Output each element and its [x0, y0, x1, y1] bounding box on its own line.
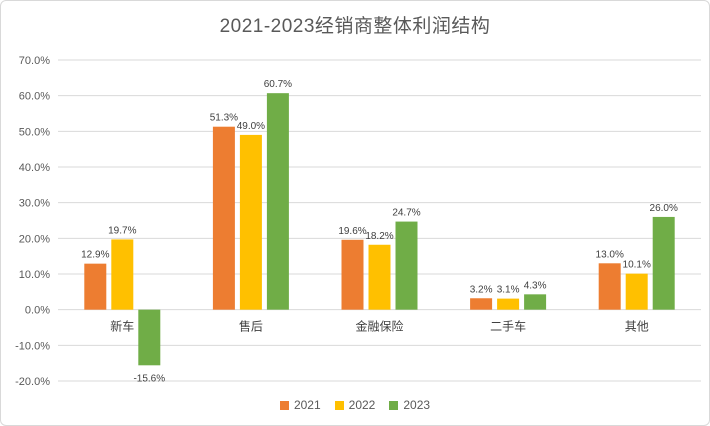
legend-label-2023: 2023 — [403, 398, 431, 412]
legend: 2021 2022 2023 — [1, 398, 709, 412]
y-tick-label: 60.0% — [19, 91, 50, 103]
bar-2022 — [368, 244, 391, 310]
legend-item-2021: 2021 — [279, 398, 321, 412]
bar-2021 — [470, 298, 493, 310]
data-label: 49.0% — [237, 121, 265, 132]
bar-2021 — [598, 263, 621, 310]
data-label: 3.1% — [497, 285, 520, 296]
x-category-label: 金融保险 — [355, 319, 403, 334]
data-label: 19.6% — [338, 226, 366, 237]
bar-2023 — [266, 93, 289, 310]
y-tick-label: 10.0% — [19, 269, 50, 281]
y-tick-label: 30.0% — [19, 198, 50, 210]
data-label: 3.2% — [470, 284, 493, 295]
bar-2021 — [341, 239, 364, 310]
y-tick-label: -10.0% — [15, 340, 50, 352]
data-label: 51.3% — [210, 113, 238, 124]
x-category-label: 其他 — [625, 320, 649, 334]
data-label: 13.0% — [596, 249, 624, 260]
data-label: -15.6% — [133, 373, 165, 384]
x-category-label: 新车 — [110, 319, 134, 334]
y-tick-label: 70.0% — [19, 55, 50, 67]
legend-label-2021: 2021 — [293, 398, 321, 412]
legend-item-2023: 2023 — [389, 398, 430, 412]
chart-title: 2021-2023经销商整体利润结构 — [219, 16, 491, 37]
bar-2023 — [524, 294, 547, 310]
legend-swatch-2022 — [334, 400, 344, 410]
bar-2023 — [138, 309, 161, 366]
y-tick-label: 50.0% — [19, 126, 50, 138]
bar-2022 — [239, 134, 262, 310]
bar-2021 — [212, 126, 235, 310]
legend-swatch-2021 — [279, 400, 289, 410]
data-label: 18.2% — [365, 231, 393, 242]
bar-2023 — [395, 221, 418, 310]
bar-2022 — [625, 273, 648, 310]
data-label: 10.1% — [623, 260, 651, 271]
y-tick-label: 20.0% — [19, 233, 50, 245]
data-label: 24.7% — [392, 208, 420, 219]
data-label: 60.7% — [264, 79, 292, 90]
y-tick-label: -20.0% — [15, 376, 50, 388]
data-label: 19.7% — [108, 225, 136, 236]
legend-item-2022: 2022 — [334, 398, 376, 412]
bar-2022 — [497, 298, 520, 310]
data-label: 26.0% — [650, 203, 678, 214]
legend-label-2022: 2022 — [348, 398, 376, 412]
bar-2023 — [652, 216, 675, 310]
y-tick-label: 0.0% — [25, 305, 50, 317]
data-label: 4.3% — [524, 280, 547, 291]
y-tick-label: 40.0% — [19, 162, 50, 174]
bar-2022 — [111, 239, 134, 310]
data-label: 12.9% — [81, 250, 109, 261]
x-category-label: 二手车 — [490, 319, 526, 334]
x-category-label: 售后 — [239, 319, 263, 334]
legend-swatch-2023 — [389, 400, 399, 410]
bar-2021 — [84, 263, 107, 310]
